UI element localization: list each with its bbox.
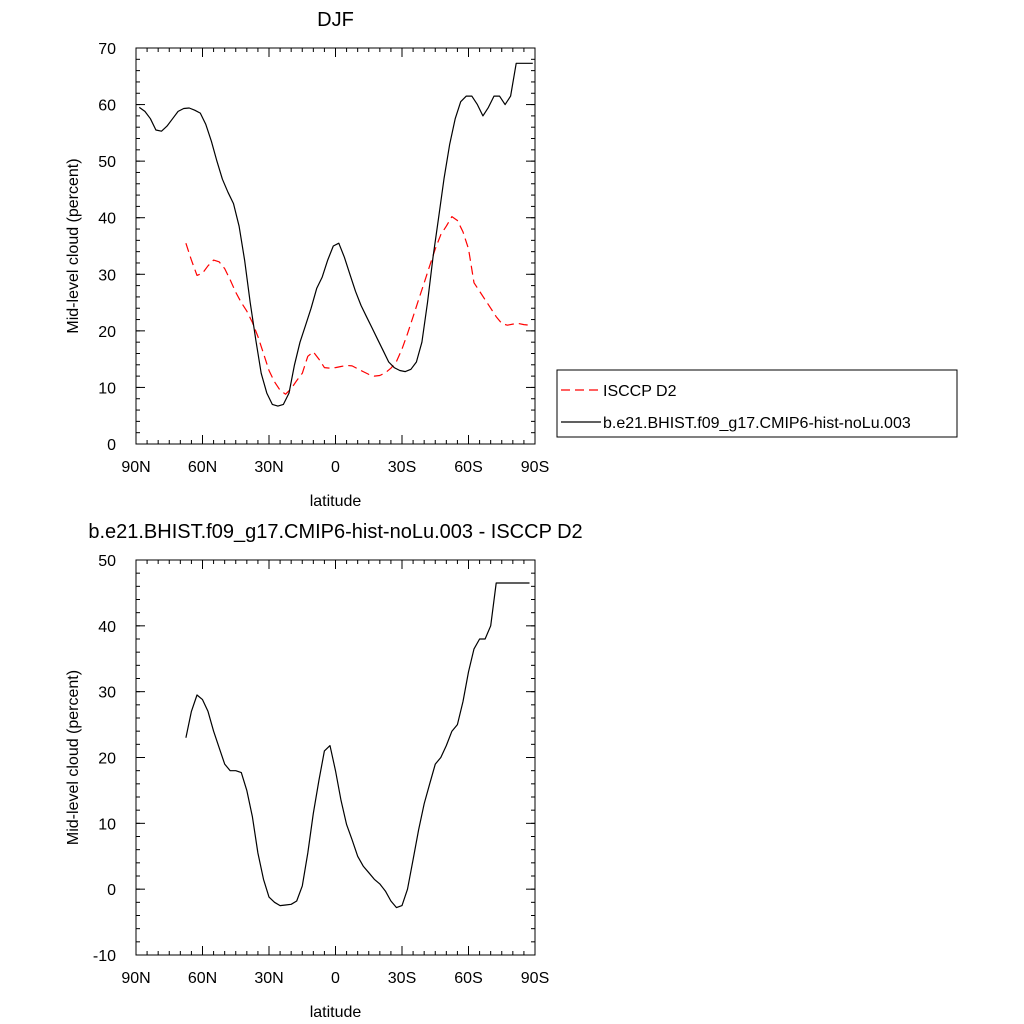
x-tick-label: 90S <box>521 459 549 476</box>
x-tick-label: 30N <box>254 459 283 476</box>
x-tick-label: 60N <box>188 970 217 987</box>
series-line-1 <box>185 582 530 909</box>
x-tick-label: 30S <box>388 459 416 476</box>
y-tick-label: 50 <box>98 553 116 570</box>
y-tick-label: 40 <box>98 211 116 228</box>
x-tick-label: 90S <box>521 970 549 987</box>
x-tick-label: 60S <box>454 459 482 476</box>
y-tick-label: 70 <box>98 41 116 58</box>
y-tick-label: 60 <box>98 98 116 115</box>
chart-title: b.e21.BHIST.f09_g17.CMIP6-hist-noLu.003 … <box>88 521 582 543</box>
y-axis-label: Mid-level cloud (percent) <box>65 670 82 845</box>
series-line-1 <box>185 216 530 395</box>
y-tick-label: 0 <box>107 437 116 454</box>
x-axis-label: latitude <box>310 493 362 510</box>
x-tick-label: 90N <box>121 459 150 476</box>
x-tick-label: 30S <box>388 970 416 987</box>
y-tick-label: 10 <box>98 816 116 833</box>
y-tick-label: -10 <box>93 948 116 965</box>
legend-label: ISCCP D2 <box>603 383 677 400</box>
legend-label: b.e21.BHIST.f09_g17.CMIP6-hist-noLu.003 <box>603 415 911 432</box>
x-tick-label: 60N <box>188 459 217 476</box>
y-tick-label: 50 <box>98 154 116 171</box>
x-tick-label: 90N <box>121 970 150 987</box>
x-axis-label: latitude <box>310 1004 362 1021</box>
x-tick-label: 0 <box>331 459 340 476</box>
chart-title: DJF <box>317 9 354 31</box>
plot-frame <box>135 47 536 445</box>
y-tick-label: 20 <box>98 324 116 341</box>
legend-box <box>556 369 958 438</box>
y-tick-label: 20 <box>98 751 116 768</box>
x-tick-label: 0 <box>331 970 340 987</box>
y-tick-label: 10 <box>98 380 116 397</box>
plot-frame <box>135 559 536 956</box>
y-tick-label: 30 <box>98 267 116 284</box>
x-tick-label: 60S <box>454 970 482 987</box>
y-axis-label: Mid-level cloud (percent) <box>65 158 82 333</box>
y-tick-label: 0 <box>107 882 116 899</box>
y-tick-label: 30 <box>98 685 116 702</box>
y-tick-label: 40 <box>98 619 116 636</box>
series-line-2 <box>138 62 533 407</box>
x-tick-label: 30N <box>254 970 283 987</box>
